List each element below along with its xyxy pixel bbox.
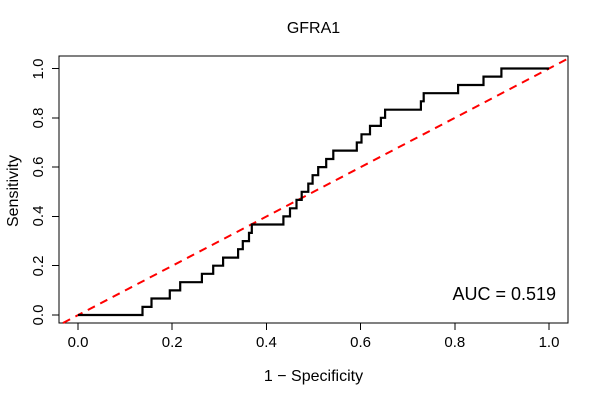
plot-border — [58, 55, 569, 324]
y-tick-label: 1.0 — [30, 58, 47, 79]
x-tick-label: 0.8 — [444, 334, 466, 351]
y-tick-label: 0.2 — [30, 255, 47, 277]
y-tick-label: 0.6 — [30, 156, 47, 178]
x-tick-label: 1.0 — [538, 334, 560, 351]
roc-curve — [78, 67, 549, 317]
x-tick-label: 0.4 — [255, 334, 277, 351]
x-tick-label: 0.6 — [350, 334, 372, 351]
x-axis-label: 1 − Specificity — [263, 368, 364, 385]
auc-annotation: AUC = 0.519 — [452, 284, 556, 304]
y-axis-label: Sensitivity — [5, 154, 22, 228]
x-tick-label: 0.2 — [161, 334, 183, 351]
y-tick-label: 0.0 — [30, 304, 47, 326]
y-tick-label: 0.8 — [30, 107, 47, 129]
plot-title: GFRA1 — [286, 20, 341, 37]
x-tick-label: 0.0 — [67, 334, 89, 351]
chance-diagonal-line — [62, 57, 569, 324]
y-tick-label: 0.4 — [30, 205, 47, 227]
